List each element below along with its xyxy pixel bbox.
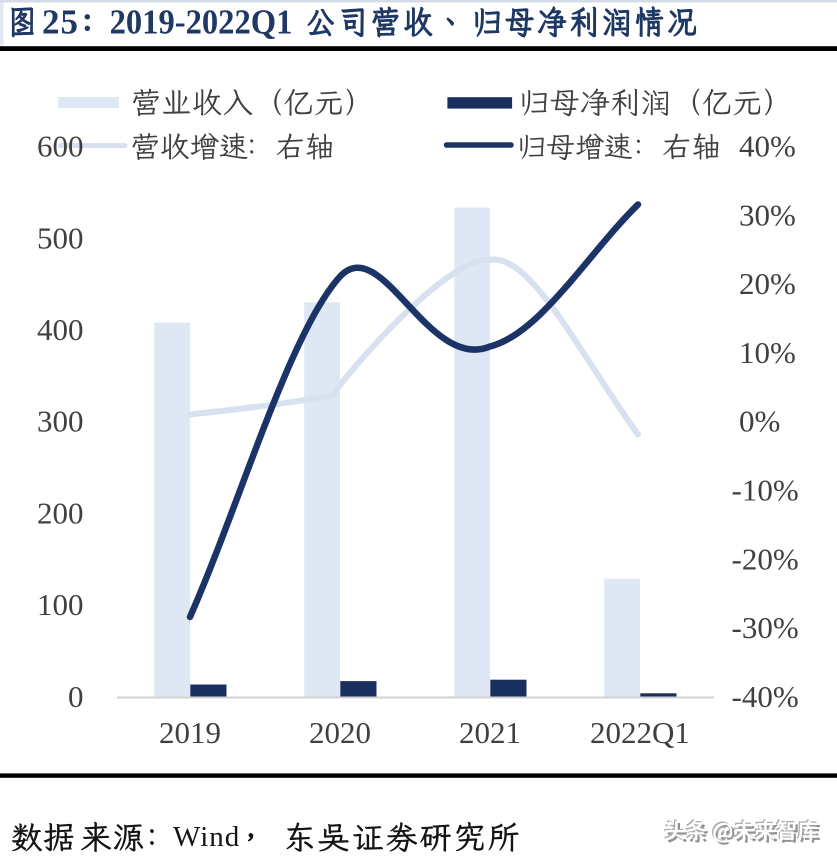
svg-text:20%: 20%: [739, 266, 796, 301]
svg-text:500: 500: [37, 220, 84, 255]
svg-text:2019: 2019: [159, 715, 221, 750]
svg-text:2020: 2020: [309, 715, 371, 750]
svg-text:0%: 0%: [739, 404, 780, 439]
svg-text:Wind: Wind: [173, 821, 240, 853]
svg-text:100: 100: [37, 587, 84, 622]
svg-text:2021: 2021: [459, 715, 521, 750]
svg-text:2019-2022Q1: 2019-2022Q1: [110, 3, 293, 42]
svg-text:400: 400: [37, 312, 84, 347]
svg-text:30%: 30%: [739, 197, 796, 232]
svg-text:200: 200: [37, 496, 84, 531]
svg-text:40%: 40%: [739, 129, 796, 164]
svg-text:25: 25: [42, 3, 79, 42]
svg-text:-30%: -30%: [732, 610, 799, 645]
svg-text:600: 600: [37, 129, 84, 164]
svg-text:2022Q1: 2022Q1: [590, 715, 690, 750]
svg-text:10%: 10%: [739, 335, 796, 370]
svg-text:0: 0: [68, 679, 84, 714]
svg-text:300: 300: [37, 404, 84, 439]
svg-text:-20%: -20%: [732, 541, 799, 576]
svg-text:-40%: -40%: [732, 679, 799, 714]
svg-text:-10%: -10%: [732, 473, 799, 508]
